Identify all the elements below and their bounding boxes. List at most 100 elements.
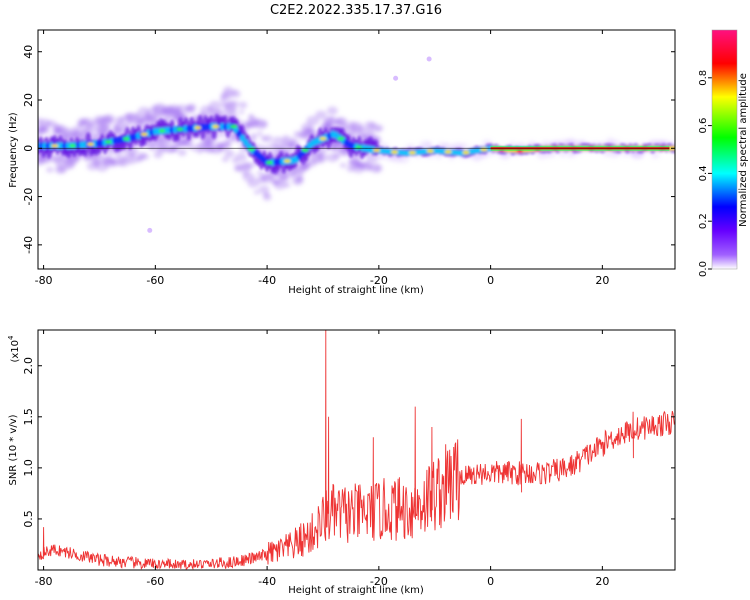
colorbar-tick-label: 0.0 xyxy=(698,261,709,277)
snr-series-line xyxy=(38,330,675,570)
heatmap-blob xyxy=(43,126,50,132)
heatmap-hotspot xyxy=(87,142,95,147)
snr-line-plot xyxy=(38,330,675,570)
snr-y-scale-base: (x10 xyxy=(10,340,21,363)
x-tick-label: -60 xyxy=(146,575,164,588)
colorbar-label: Normalized spectral amplitude xyxy=(738,73,749,227)
heatmap-blob xyxy=(86,123,98,133)
heatmap-blob xyxy=(339,162,347,168)
x-tick-label: -60 xyxy=(146,274,164,287)
heatmap-blob xyxy=(297,177,303,182)
heatmap-blob xyxy=(558,150,567,158)
heatmap-blob xyxy=(328,116,336,122)
spectrogram-y-ticks: -40 -20 0 20 40 xyxy=(22,45,675,254)
heatmap-blob xyxy=(258,185,270,194)
heatmap-outlier xyxy=(426,56,432,62)
x-tick-label: -40 xyxy=(258,575,276,588)
heatmap-blob xyxy=(322,148,329,153)
snr-x-ticks: -80 -60 -40 -20 0 20 xyxy=(35,330,609,588)
heatmap-blob xyxy=(224,150,235,158)
heatmap-blob xyxy=(118,116,126,122)
heatmap-blob xyxy=(77,124,83,129)
heatmap-blob xyxy=(317,153,328,162)
heatmap-blob xyxy=(270,151,277,156)
colorbar: 0.0 0.2 0.4 0.6 0.8 Normalized spectral ampl… xyxy=(698,29,749,277)
heatmap-hotspot xyxy=(176,127,184,132)
heatmap-blob xyxy=(373,165,381,172)
heatmap-hotspot xyxy=(265,160,273,165)
heatmap-blob xyxy=(103,114,116,123)
colorbar-tick-label: 0.6 xyxy=(698,118,709,134)
heatmap-blob xyxy=(366,154,379,163)
heatmap-blob xyxy=(263,134,273,143)
heatmap-blob xyxy=(279,174,290,183)
y-tick-label: 0.5 xyxy=(22,510,35,528)
heatmap-blob xyxy=(622,152,629,158)
heatmap-blob xyxy=(272,136,283,144)
heatmap-blob xyxy=(230,90,241,98)
colorbar-gradient xyxy=(712,30,737,269)
heatmap-blob xyxy=(221,156,229,163)
heatmap-blob xyxy=(123,123,132,130)
spectrogram-frame xyxy=(37,29,676,270)
heatmap-blob xyxy=(435,153,443,160)
heatmap-blob xyxy=(208,100,222,111)
heatmap-blob xyxy=(248,115,255,120)
heatmap-hotspot xyxy=(337,136,345,141)
heatmap-blob xyxy=(207,137,216,144)
heatmap-hotspot xyxy=(283,159,291,163)
heatmap-outlier xyxy=(147,227,153,233)
x-tick-label: 0 xyxy=(487,274,494,287)
heatmap-blob xyxy=(263,192,270,198)
heatmap-hotspot xyxy=(373,148,381,153)
heatmap-blob xyxy=(474,155,481,160)
x-tick-label: 0 xyxy=(487,575,494,588)
heatmap-cell xyxy=(239,134,246,142)
heatmap-blob xyxy=(358,127,366,133)
heatmap-blob xyxy=(238,109,245,115)
heatmap-blob xyxy=(247,178,260,188)
y-tick-label: 40 xyxy=(22,45,35,59)
x-tick-label: -80 xyxy=(35,575,53,588)
heatmap-hotspot xyxy=(230,124,238,129)
heatmap-blob xyxy=(256,170,263,175)
x-tick-label: -20 xyxy=(370,274,388,287)
heatmap-blob xyxy=(234,165,243,172)
x-tick-label: 20 xyxy=(595,274,609,287)
heatmap-blob xyxy=(250,136,257,142)
colorbar-frame xyxy=(711,29,738,270)
heatmap-blob xyxy=(425,141,433,148)
heatmap-hotspot xyxy=(301,148,309,153)
spectrogram-x-ticks: -80 -60 -40 -20 0 20 xyxy=(35,30,609,287)
y-tick-label: 1.5 xyxy=(22,408,35,426)
heatmap-blob xyxy=(273,180,286,190)
heatmap-hotspot xyxy=(408,150,416,155)
heatmap-blob xyxy=(235,152,248,162)
heatmap-blob xyxy=(283,182,291,188)
heatmap-blob xyxy=(651,152,660,159)
spectrogram-y-label: Frequency (Hz) xyxy=(8,112,19,188)
heatmap-blob xyxy=(374,124,384,132)
y-tick-label: -40 xyxy=(22,236,35,254)
x-tick-label: -20 xyxy=(370,575,388,588)
heatmap-blob xyxy=(141,153,150,160)
heatmap-blob xyxy=(306,115,320,126)
y-tick-label: 2.0 xyxy=(22,357,35,375)
heatmap-blob xyxy=(114,151,122,157)
heatmap-hotspot xyxy=(390,150,398,154)
heatmap-blob xyxy=(315,110,327,120)
heatmap-blob xyxy=(221,90,234,100)
heatmap-blob xyxy=(240,162,252,171)
heatmap-blob xyxy=(218,131,227,138)
heatmap-blob xyxy=(258,120,268,128)
heatmap-hotspot xyxy=(462,150,470,155)
spectrogram-heatmap xyxy=(38,56,675,233)
heatmap-hotspot xyxy=(69,143,77,148)
snr-y-scale-exponent: 4 xyxy=(7,335,15,340)
heatmap-blob xyxy=(232,100,239,106)
heatmap-hotspot xyxy=(212,124,220,129)
heatmap-blob xyxy=(177,149,187,156)
x-tick-label: 20 xyxy=(595,575,609,588)
colorbar-ticks: 0.0 0.2 0.4 0.6 0.8 xyxy=(698,29,738,277)
